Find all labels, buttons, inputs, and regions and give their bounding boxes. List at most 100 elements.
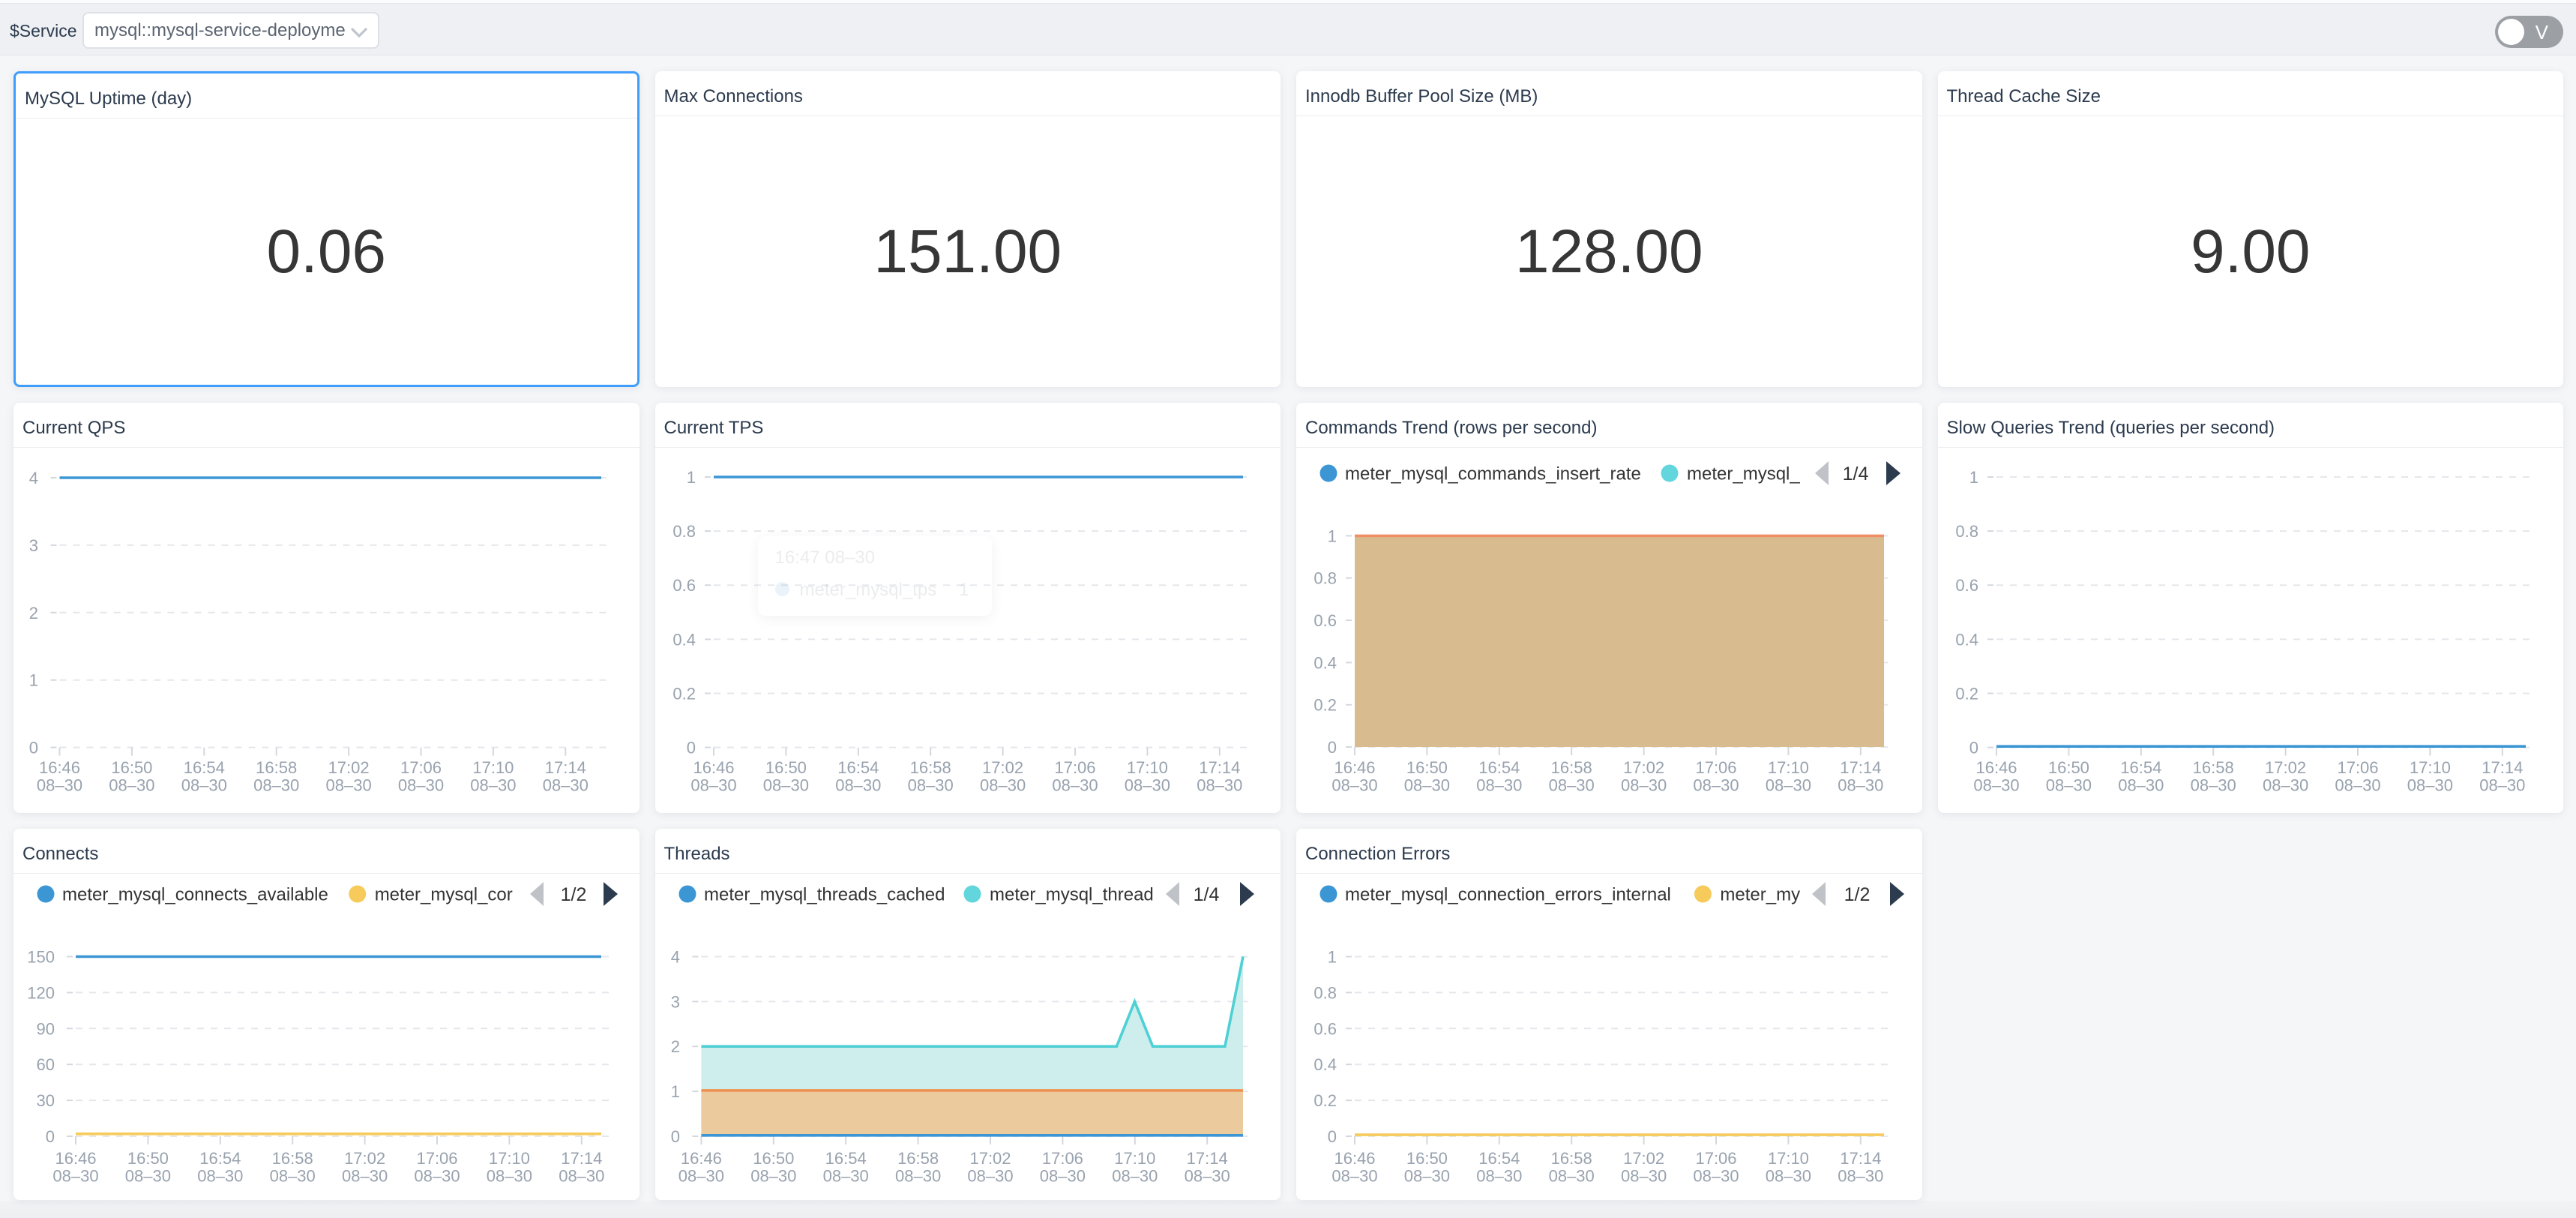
svg-text:150: 150 [27,948,55,967]
svg-text:08–30: 08–30 [1838,776,1883,795]
svg-text:08–30: 08–30 [822,1167,868,1186]
svg-text:0: 0 [686,739,695,758]
svg-text:17:14: 17:14 [1186,1149,1227,1168]
svg-text:08–30: 08–30 [1476,1167,1522,1186]
svg-text:0: 0 [1969,739,1978,758]
svg-text:1/4: 1/4 [1843,464,1869,484]
svg-text:0.8: 0.8 [1313,569,1337,588]
svg-text:08–30: 08–30 [398,776,444,795]
svg-text:08–30: 08–30 [342,1167,388,1186]
svg-text:17:10: 17:10 [472,758,514,777]
svg-text:08–30: 08–30 [907,776,953,795]
svg-text:3: 3 [670,992,679,1011]
svg-text:1: 1 [670,1082,679,1101]
svg-text:0: 0 [670,1127,679,1146]
svg-text:08–30: 08–30 [2263,776,2308,795]
svg-text:08–30: 08–30 [2335,776,2380,795]
svg-text:08–30: 08–30 [1197,776,1242,795]
svg-text:0: 0 [1328,738,1337,757]
svg-text:17:10: 17:10 [2409,758,2450,777]
svg-text:16:50: 16:50 [1406,758,1448,777]
svg-text:08–30: 08–30 [762,776,808,795]
svg-text:meter_mysql_thread: meter_mysql_thread [990,885,1154,905]
svg-text:08–30: 08–30 [2118,776,2164,795]
svg-text:0.2: 0.2 [672,685,696,704]
svg-text:30: 30 [37,1091,55,1110]
svg-text:0.4: 0.4 [1313,1055,1337,1074]
svg-text:0.6: 0.6 [672,576,696,595]
svg-text:16:54: 16:54 [2120,758,2161,777]
svg-text:08–30: 08–30 [270,1167,316,1186]
svg-text:0.2: 0.2 [1313,696,1337,715]
svg-text:16:58: 16:58 [1551,1149,1592,1168]
svg-text:0.6: 0.6 [1955,576,1978,595]
svg-text:08–30: 08–30 [1621,1167,1667,1186]
svg-text:17:14: 17:14 [1840,758,1881,777]
svg-text:17:06: 17:06 [1054,758,1095,777]
svg-text:16:54: 16:54 [199,1149,241,1168]
svg-text:16:54: 16:54 [825,1149,866,1168]
svg-text:120: 120 [27,983,55,1002]
svg-text:1/2: 1/2 [561,884,587,905]
svg-text:16:54: 16:54 [837,758,879,777]
svg-text:2: 2 [670,1037,679,1056]
svg-text:17:06: 17:06 [1695,1149,1736,1168]
svg-text:08–30: 08–30 [181,776,227,795]
svg-text:90: 90 [37,1019,55,1038]
svg-text:17:02: 17:02 [969,1149,1011,1168]
svg-text:17:02: 17:02 [344,1149,385,1168]
svg-text:17:02: 17:02 [982,758,1023,777]
svg-text:0.6: 0.6 [1313,1019,1337,1038]
svg-text:08–30: 08–30 [1549,776,1595,795]
svg-text:17:10: 17:10 [1768,758,1809,777]
svg-text:16:46: 16:46 [55,1149,96,1168]
svg-text:08–30: 08–30 [1476,776,1522,795]
svg-text:17:10: 17:10 [489,1149,530,1168]
svg-text:08–30: 08–30 [980,776,1026,795]
svg-text:16:54: 16:54 [1478,758,1520,777]
svg-text:08–30: 08–30 [414,1167,460,1186]
svg-text:17:02: 17:02 [328,758,370,777]
svg-text:3: 3 [29,536,38,555]
svg-text:08–30: 08–30 [109,776,154,795]
svg-text:08–30: 08–30 [1404,1167,1450,1186]
svg-text:08–30: 08–30 [1184,1167,1230,1186]
svg-text:08–30: 08–30 [1331,1167,1377,1186]
svg-text:16:54: 16:54 [1478,1149,1520,1168]
svg-text:08–30: 08–30 [895,1167,941,1186]
svg-text:08–30: 08–30 [690,776,736,795]
svg-text:17:06: 17:06 [1695,758,1736,777]
svg-text:08–30: 08–30 [326,776,372,795]
svg-text:16:58: 16:58 [256,758,297,777]
svg-text:08–30: 08–30 [750,1167,796,1186]
svg-text:1: 1 [1328,526,1337,545]
svg-text:08–30: 08–30 [1766,1167,1811,1186]
svg-text:08–30: 08–30 [487,1167,532,1186]
svg-text:meter_my: meter_my [1720,885,1800,905]
svg-text:17:10: 17:10 [1768,1149,1809,1168]
svg-text:08–30: 08–30 [1973,776,2019,795]
svg-text:0: 0 [46,1127,55,1146]
svg-text:4: 4 [29,469,38,488]
svg-text:08–30: 08–30 [1838,1167,1883,1186]
svg-text:1: 1 [1328,948,1337,967]
svg-text:16:46: 16:46 [39,758,80,777]
svg-text:08–30: 08–30 [1693,1167,1739,1186]
svg-text:08–30: 08–30 [1039,1167,1085,1186]
svg-text:17:14: 17:14 [1199,758,1240,777]
svg-text:16:50: 16:50 [111,758,152,777]
svg-text:17:10: 17:10 [1126,758,1167,777]
svg-text:16:58: 16:58 [909,758,951,777]
svg-text:17:06: 17:06 [2337,758,2378,777]
svg-text:17:06: 17:06 [1041,1149,1083,1168]
svg-text:0: 0 [1328,1127,1337,1146]
svg-text:08–30: 08–30 [37,776,82,795]
svg-text:16:46: 16:46 [693,758,734,777]
svg-text:08–30: 08–30 [678,1167,723,1186]
svg-text:16:58: 16:58 [897,1149,939,1168]
svg-text:08–30: 08–30 [2407,776,2452,795]
svg-text:0.6: 0.6 [1313,611,1337,630]
svg-text:08–30: 08–30 [1331,776,1377,795]
svg-text:08–30: 08–30 [1124,776,1170,795]
svg-text:16:58: 16:58 [2192,758,2233,777]
